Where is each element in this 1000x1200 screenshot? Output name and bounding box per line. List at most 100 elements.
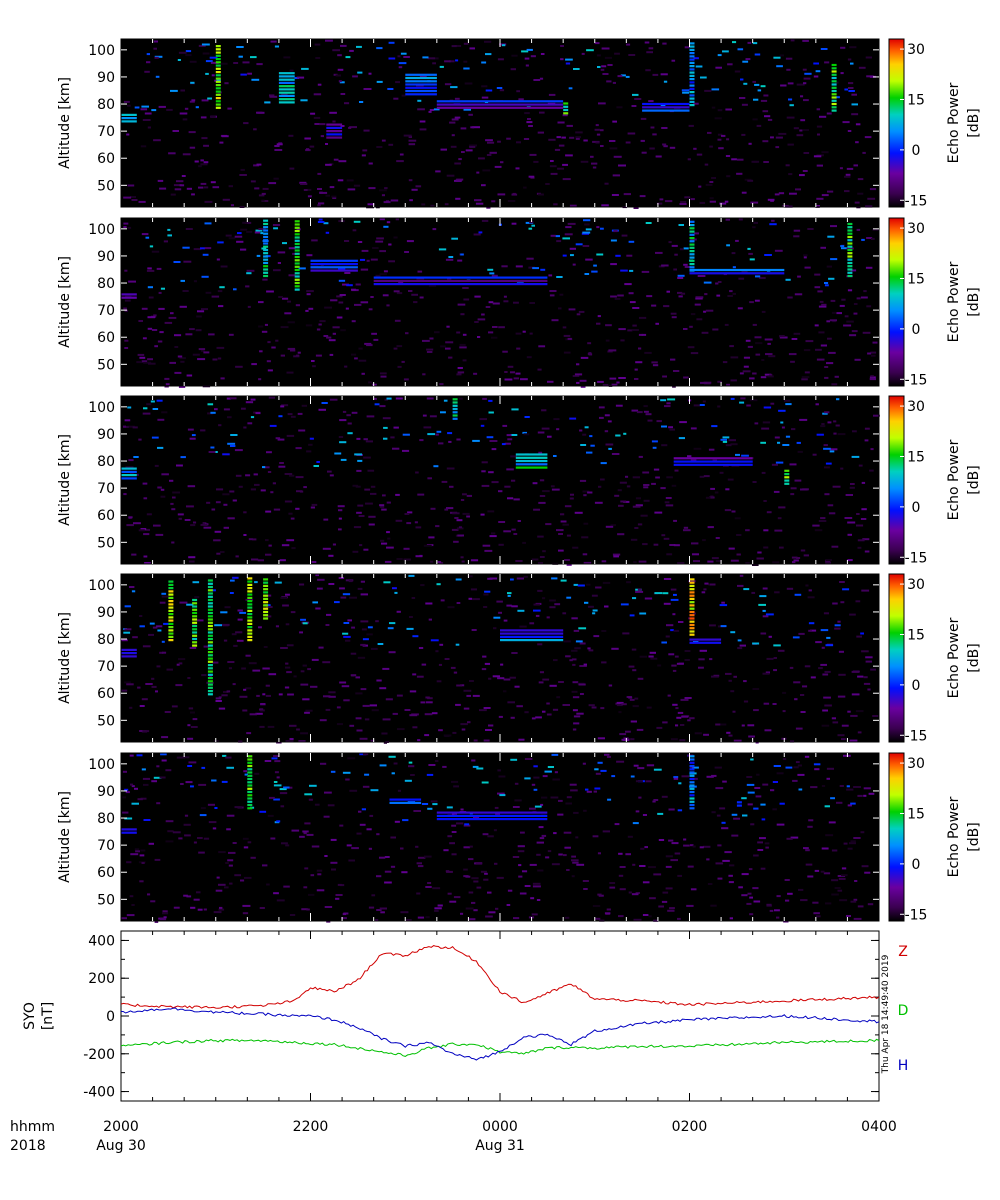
echo-cell (689, 65, 695, 68)
echo-speckle (726, 138, 730, 141)
echo-speckle (306, 148, 310, 151)
echo-speckle (318, 202, 325, 205)
echo-speckle (266, 290, 274, 293)
colorbar-tick-label: 30 (907, 577, 925, 593)
echo-speckle (379, 687, 387, 690)
echo-speckle (749, 399, 758, 402)
echo-speckle (433, 465, 439, 468)
echo-speckle (597, 852, 601, 855)
echo-speckle (203, 144, 209, 147)
echo-speckle (541, 834, 547, 837)
echo-speckle (178, 385, 186, 388)
echo-speckle (782, 691, 787, 694)
echo-speckle (143, 407, 148, 410)
echo-speckle (820, 870, 825, 873)
echo-speckle (236, 46, 244, 48)
echo-speckle (264, 760, 272, 762)
echo-speckle (573, 722, 580, 725)
echo-speckle (435, 170, 441, 173)
echo-speckle (864, 136, 872, 139)
echo-speckle (737, 639, 742, 642)
echo-speckle (553, 832, 557, 835)
echo-speckle (234, 235, 243, 238)
echo-speckle (716, 294, 721, 297)
echo-speckle (840, 467, 844, 470)
echo-speckle (386, 304, 390, 307)
echo-cell (247, 794, 253, 797)
echo-speckle (516, 347, 521, 350)
echo-speckle (450, 86, 458, 89)
echo-speckle (549, 290, 557, 292)
echo-cell (207, 670, 213, 673)
echo-speckle (592, 905, 601, 907)
echo-speckle (741, 133, 746, 136)
echo-speckle (649, 897, 656, 900)
echo-cell (207, 608, 213, 611)
echo-speckle (833, 432, 837, 435)
echo-speckle (260, 489, 266, 492)
echo-speckle (683, 263, 688, 266)
echo-speckle (458, 397, 463, 400)
echo-speckle (831, 849, 838, 852)
echo-speckle (484, 40, 492, 43)
echo-speckle (607, 798, 612, 801)
echo-speckle (289, 167, 295, 170)
echo-speckle (281, 404, 289, 407)
echo-speckle (709, 200, 716, 203)
echo-speckle (247, 422, 253, 425)
echo-speckle (714, 117, 722, 120)
y-tick-label: 80 (97, 811, 115, 827)
echo-speckle (729, 864, 735, 867)
echo-speckle (221, 135, 229, 138)
echo-speckle (613, 155, 622, 158)
echo-speckle (254, 231, 260, 234)
echo-speckle (615, 434, 621, 437)
echo-cell (736, 804, 742, 807)
echo-speckle (566, 534, 571, 537)
echo-speckle (147, 267, 152, 270)
echo-speckle (361, 249, 369, 252)
echo-cell (689, 104, 695, 107)
echo-speckle (394, 820, 400, 823)
echo-speckle (669, 544, 676, 546)
echo-speckle (384, 560, 392, 563)
echo-speckle (753, 854, 759, 857)
echo-speckle (699, 846, 704, 849)
echo-cell (247, 790, 253, 794)
echo-speckle (691, 766, 699, 769)
echo-speckle (488, 399, 493, 402)
echo-speckle (693, 57, 699, 60)
echo-speckle (287, 321, 295, 324)
echo-speckle (463, 108, 471, 111)
echo-cell (831, 109, 837, 112)
echo-speckle (295, 476, 304, 479)
echo-cell (515, 456, 548, 459)
echo-speckle (653, 543, 659, 546)
echo-speckle (368, 308, 373, 311)
echo-speckle (210, 61, 219, 64)
echo-speckle (366, 259, 370, 262)
echo-speckle (851, 113, 859, 116)
echo-speckle (212, 661, 219, 664)
echo-speckle (592, 835, 599, 838)
echo-speckle (730, 631, 736, 634)
echo-speckle (687, 158, 691, 161)
colorbar-label: Echo Power (946, 439, 962, 520)
echo-speckle (746, 776, 753, 778)
echo-speckle (688, 580, 696, 583)
echo-speckle (565, 226, 572, 229)
echo-speckle (821, 785, 826, 787)
echo-cell (207, 618, 213, 621)
echo-speckle (674, 469, 679, 472)
echo-speckle (861, 650, 869, 653)
echo-speckle (262, 278, 268, 281)
echo-speckle (370, 789, 379, 792)
echo-speckle (662, 42, 667, 45)
echo-speckle (794, 698, 798, 701)
echo-cell (831, 86, 837, 89)
echo-speckle (330, 770, 336, 773)
echo-speckle (326, 613, 332, 616)
echo-speckle (528, 125, 533, 127)
echo-speckle (390, 199, 399, 202)
echo-speckle (346, 844, 352, 847)
